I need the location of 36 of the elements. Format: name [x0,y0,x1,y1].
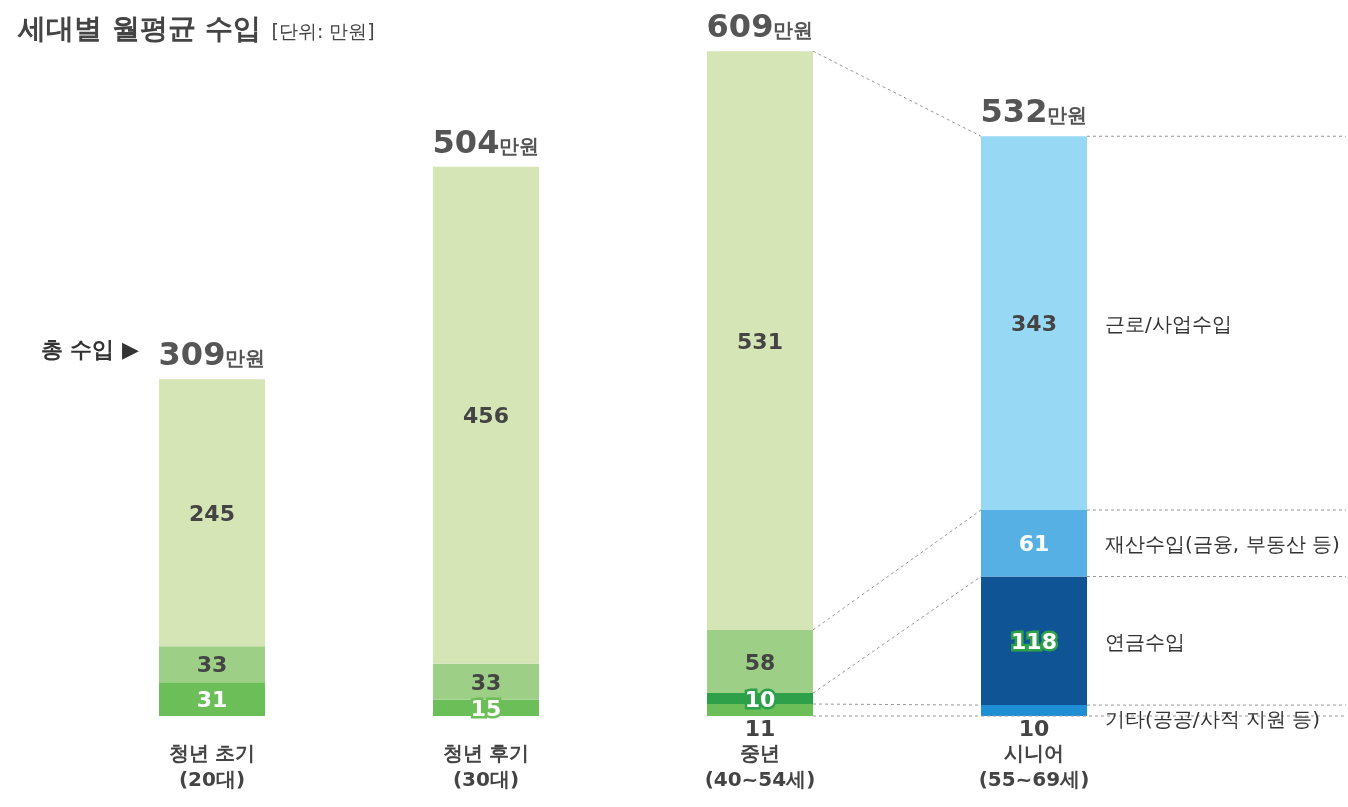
data-label: 245 [189,500,235,526]
x-tick-label: 청년 후기 (30대) [442,741,530,791]
data-label: 343 [1011,311,1057,337]
series-label: 재산수입(금융, 부동산 등) [1105,532,1340,557]
bar [433,166,539,664]
data-label: 58 [744,649,776,675]
x-tick-label: 중년 (40~54세) [704,741,816,791]
bar [981,136,1087,511]
data-label: 61 [1018,531,1050,557]
total-label: 309만원 [158,335,266,374]
bar [707,51,813,630]
series-label: 기타(공공/사적 지원 등) [1105,707,1321,731]
total-label: 609만원 [706,7,814,46]
data-label: 33 [470,669,502,695]
total-label: 504만원 [432,122,540,161]
series-label: 연금수입 [1105,629,1185,654]
total-label: 532만원 [980,92,1088,131]
x-tick-label: 시니어 (55~69세) [978,741,1090,791]
data-label: 10 [744,686,776,712]
chart-subtitle: [단위: 만원] [271,20,375,42]
bar [159,379,265,647]
chart-title: 세대별 월평균 수입 [18,12,262,45]
data-label: 31 [196,687,228,713]
bar [981,705,1087,716]
x-tick-label: 청년 초기 (20대) [168,741,256,791]
series-label: 근로/사업수입 [1105,312,1232,337]
data-label: 456 [463,403,509,429]
data-label: 11 [744,716,776,741]
data-label: 15 [470,695,502,721]
bar [981,510,1087,577]
annotation: 총 수입 ▶ [40,337,140,363]
data-label: 531 [737,328,783,354]
data-label: 118 [1011,628,1057,654]
data-label: 33 [196,652,228,678]
bar [981,576,1087,706]
data-label: 10 [1018,716,1050,741]
